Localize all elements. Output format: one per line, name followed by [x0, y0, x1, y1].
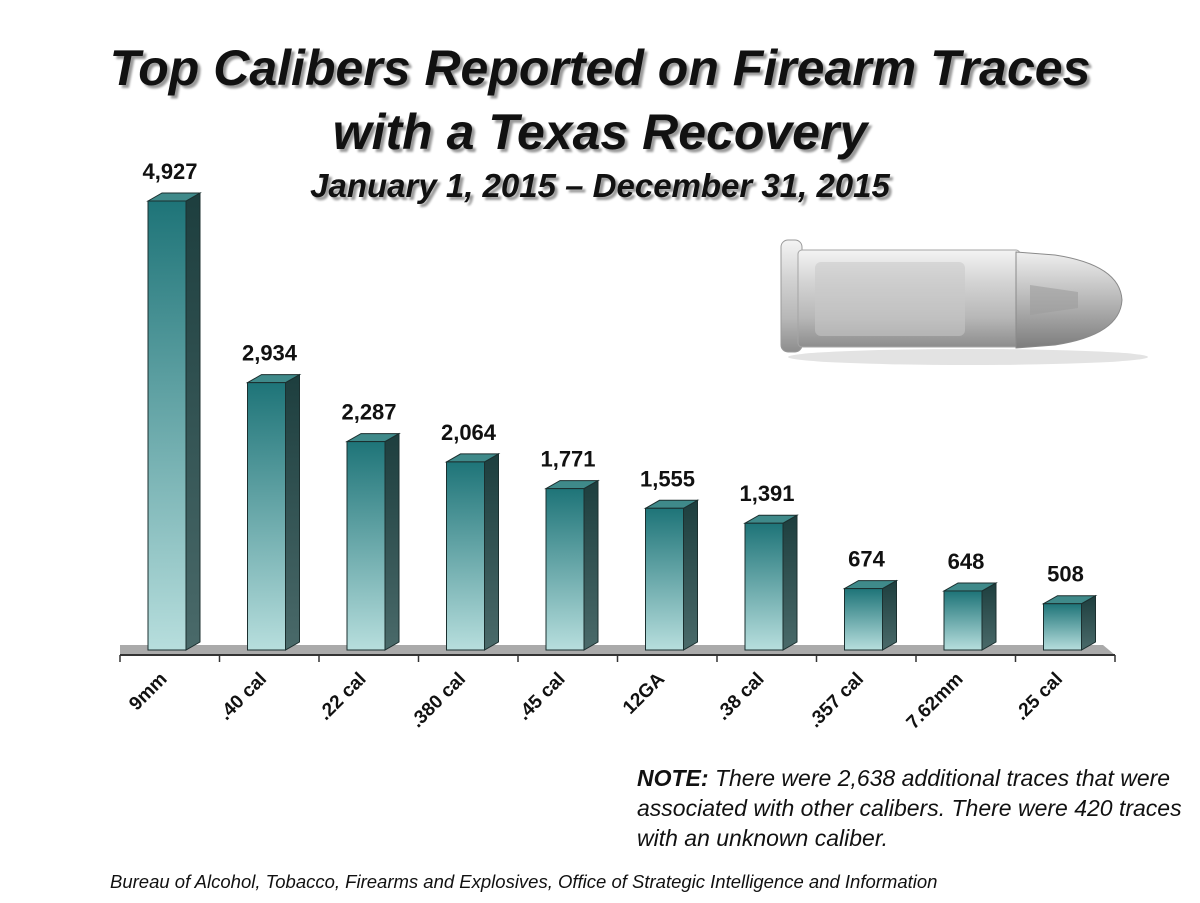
bar-side [185, 192, 201, 651]
bar-10 [1041, 594, 1098, 651]
value-label: 4,927 [142, 159, 197, 184]
bar-side [882, 579, 897, 651]
category-label: 7.62mm [903, 669, 968, 734]
bar-7 [743, 514, 799, 651]
bar-4 [444, 453, 501, 651]
bar-front [744, 522, 784, 651]
note-label: NOTE: [637, 765, 709, 791]
category-label: 9mm [125, 669, 171, 715]
bar-6 [643, 499, 700, 651]
bar-9 [942, 582, 998, 651]
chart-subtitle: January 1, 2015 – December 31, 2015 [310, 167, 890, 204]
category-label: .45 cal [514, 669, 570, 725]
bar-2 [245, 373, 302, 651]
bar-side [683, 499, 698, 651]
bar-front [247, 382, 286, 651]
bar-front [1043, 603, 1082, 651]
bar-side [384, 432, 400, 651]
bar-front [844, 588, 883, 651]
bar-3 [345, 432, 401, 651]
chart-title-line2: with a Texas Recovery [332, 104, 868, 160]
bar-5 [544, 479, 600, 651]
category-label: .22 cal [315, 669, 371, 725]
value-label: 508 [1047, 562, 1084, 587]
category-label: .380 cal [407, 669, 470, 732]
bar-side [484, 453, 499, 651]
bar-side [1081, 594, 1096, 651]
value-label: 2,287 [341, 400, 396, 425]
bar-front [545, 488, 585, 651]
category-label: .25 cal [1011, 669, 1067, 725]
bar-front [645, 507, 684, 651]
value-label: 674 [848, 547, 885, 572]
bar-front [446, 461, 485, 651]
value-label: 2,064 [441, 420, 497, 445]
category-label: .357 cal [805, 669, 868, 732]
bar-side [782, 514, 798, 651]
bar-side [285, 373, 300, 651]
bar-8 [842, 579, 899, 651]
value-label: 1,771 [540, 447, 595, 472]
value-label: 648 [948, 549, 985, 574]
bar-side [981, 582, 997, 651]
note-text: NOTE: There were 2,638 additional traces… [637, 763, 1182, 853]
note-body: There were 2,638 additional traces that … [637, 765, 1182, 851]
bar-1 [146, 192, 202, 651]
category-label: .40 cal [215, 669, 271, 725]
bar-front [346, 441, 386, 651]
bar-front [147, 200, 187, 651]
category-label: .38 cal [713, 669, 769, 725]
bar-front [943, 590, 983, 651]
source-text: Bureau of Alcohol, Tobacco, Firearms and… [110, 871, 938, 892]
value-label: 1,555 [640, 466, 695, 491]
value-label: 2,934 [242, 341, 298, 366]
bullet-cartridge-icon [780, 239, 1148, 365]
category-label: 12GA [619, 668, 669, 718]
chart-title: Top Calibers Reported on Firearm Traces [109, 40, 1091, 96]
value-label: 1,391 [739, 481, 794, 506]
bar-side [583, 479, 599, 651]
